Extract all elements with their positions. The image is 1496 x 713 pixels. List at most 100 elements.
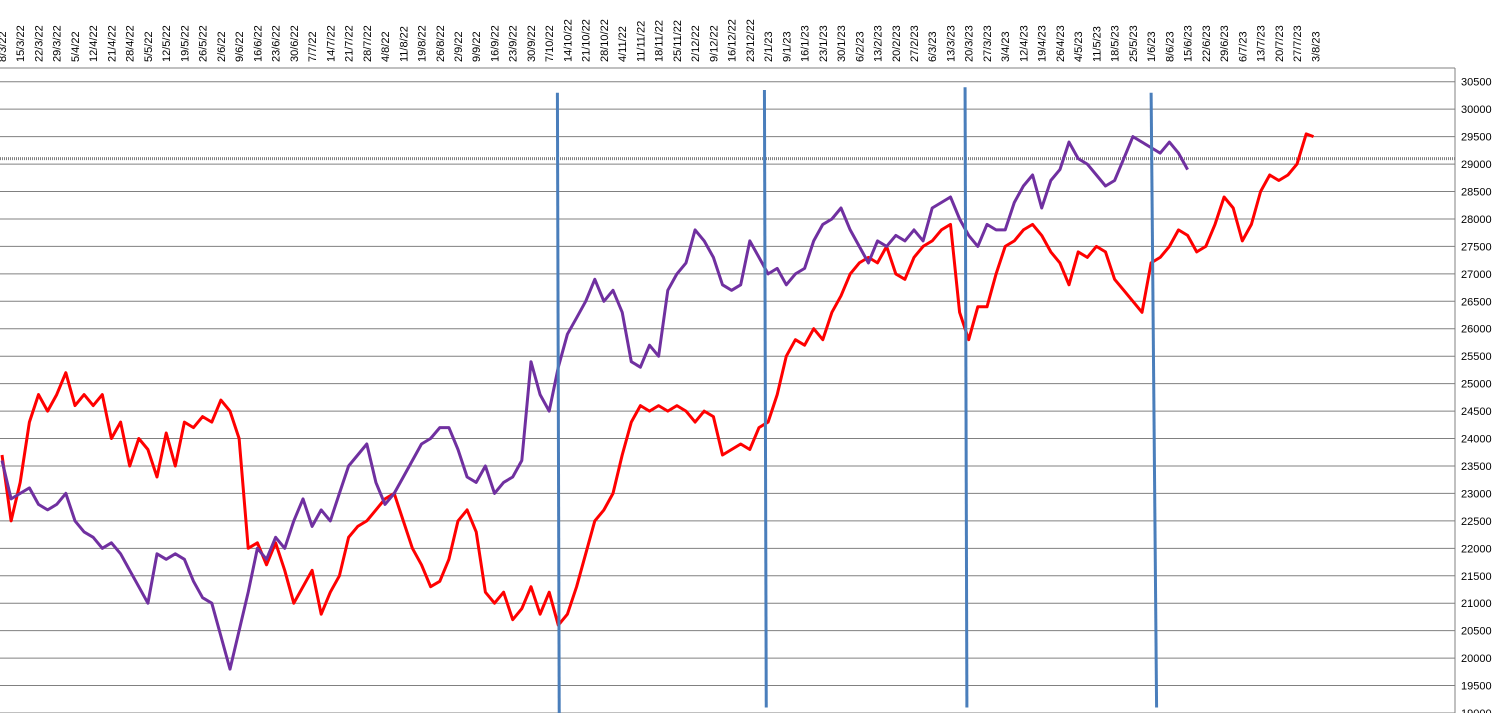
y-tick-label: 19000 (1461, 708, 1492, 713)
x-tick-label: 14/7/22 (325, 25, 337, 62)
y-tick-label: 30500 (1461, 77, 1492, 89)
vertical-marker-line (555, 92, 561, 713)
x-tick-label: 22/6/23 (1201, 25, 1213, 62)
horizontal-gridlines (0, 81, 1455, 713)
x-tick-label: 21/4/22 (106, 25, 118, 62)
y-tick-label: 26000 (1461, 324, 1492, 336)
x-tick-label: 1/6/23 (1146, 31, 1158, 62)
x-tick-label: 20/2/23 (891, 25, 903, 62)
x-tick-label: 2/9/22 (453, 31, 465, 62)
x-tick-label: 21/7/22 (344, 25, 356, 62)
x-tick-label: 14/10/22 (562, 19, 574, 62)
x-tick-label: 23/9/22 (508, 25, 520, 62)
x-tick-label: 9/6/22 (234, 31, 246, 62)
y-tick-label: 22000 (1461, 543, 1492, 555)
x-tick-label: 16/1/23 (800, 25, 812, 62)
x-tick-label: 20/7/23 (1274, 25, 1286, 62)
y-tick-label: 23500 (1461, 461, 1492, 473)
x-tick-label: 16/9/22 (489, 25, 501, 62)
vertical-marker-line (1149, 92, 1159, 708)
x-tick-label: 20/3/23 (964, 25, 976, 62)
x-tick-label: 19/5/22 (179, 25, 191, 62)
x-tick-label: 2/1/23 (763, 31, 775, 62)
x-tick-label: 4/5/23 (1073, 31, 1085, 62)
y-tick-label: 22500 (1461, 516, 1492, 528)
y-tick-label: 24000 (1461, 434, 1492, 446)
x-tick-label: 6/3/23 (927, 31, 939, 62)
x-tick-label: 5/5/22 (143, 31, 155, 62)
y-tick-label: 29000 (1461, 159, 1492, 171)
x-tick-label: 12/4/22 (88, 25, 100, 62)
x-tick-label: 4/11/22 (617, 26, 629, 62)
y-tick-label: 27500 (1461, 241, 1492, 253)
y-tick-label: 28000 (1461, 214, 1492, 226)
x-tick-label: 9/9/22 (471, 31, 483, 62)
y-tick-label: 25000 (1461, 379, 1492, 391)
x-tick-label: 30/6/22 (289, 25, 301, 62)
x-tick-label: 29/6/23 (1219, 25, 1231, 62)
x-tick-label: 13/2/23 (873, 25, 885, 62)
x-tick-label: 19/4/23 (1037, 25, 1049, 62)
x-tick-label: 6/7/23 (1237, 31, 1249, 62)
x-tick-label: 11/8/22 (398, 26, 410, 62)
y-tick-label: 28500 (1461, 187, 1492, 199)
y-tick-label: 24500 (1461, 406, 1492, 418)
x-tick-label: 16/6/22 (252, 25, 264, 62)
x-tick-label: 27/7/23 (1292, 25, 1304, 62)
x-tick-label: 28/10/22 (599, 19, 611, 62)
x-tick-label: 21/10/22 (581, 19, 593, 62)
y-tick-label: 29500 (1461, 132, 1492, 144)
y-tick-label: 20000 (1461, 653, 1492, 665)
x-tick-label: 26/5/22 (198, 25, 210, 62)
x-tick-label: 13/3/23 (945, 25, 957, 62)
x-tick-label: 8/3/22 (0, 31, 9, 62)
x-tick-label: 28/4/22 (125, 25, 137, 62)
x-tick-label: 18/11/22 (654, 20, 666, 62)
x-tick-label: 9/1/23 (781, 31, 793, 62)
y-axis-tick-labels: 19000 19500 20000 20500 21000 21500 22000 22500… (1461, 77, 1492, 713)
x-tick-label: 12/4/23 (1018, 25, 1030, 62)
series-lines (0, 87, 1315, 713)
x-tick-label: 8/6/23 (1164, 31, 1176, 62)
x-tick-label: 19/8/22 (417, 25, 429, 62)
x-tick-label: 11/11/22 (635, 21, 647, 62)
red-series-line (0, 132, 1315, 627)
x-tick-label: 29/3/22 (52, 25, 64, 62)
x-tick-label: 7/10/22 (544, 25, 556, 62)
y-tick-label: 21500 (1461, 571, 1492, 583)
x-tick-label: 2/12/22 (690, 25, 702, 62)
x-tick-label: 23/12/22 (745, 19, 757, 62)
x-tick-label: 25/11/22 (672, 20, 684, 62)
x-tick-label: 18/5/23 (1110, 25, 1122, 62)
x-tick-label: 9/12/22 (708, 25, 720, 62)
x-tick-label: 5/4/22 (70, 31, 82, 62)
y-tick-label: 23000 (1461, 488, 1492, 500)
y-tick-label: 27000 (1461, 269, 1492, 281)
x-tick-label: 15/3/22 (15, 25, 27, 62)
x-tick-label: 22/3/22 (33, 25, 45, 62)
x-tick-label: 28/7/22 (362, 25, 374, 62)
x-tick-label: 4/8/22 (380, 31, 392, 62)
x-tick-label: 27/3/23 (982, 25, 994, 62)
x-tick-label: 3/8/23 (1310, 31, 1322, 62)
y-tick-label: 25500 (1461, 351, 1492, 363)
y-tick-label: 21000 (1461, 598, 1492, 610)
x-tick-label: 23/6/22 (271, 25, 283, 62)
x-tick-label: 30/9/22 (526, 25, 538, 62)
purple-series-line (0, 135, 1189, 671)
y-tick-label: 26500 (1461, 296, 1492, 308)
x-tick-label: 7/7/22 (307, 31, 319, 62)
x-tick-label: 11/5/23 (1091, 26, 1103, 62)
vertical-marker-line (762, 89, 768, 708)
y-tick-label: 19500 (1461, 681, 1492, 693)
x-tick-label: 25/5/23 (1128, 25, 1140, 62)
x-tick-label: 26/4/23 (1055, 25, 1067, 62)
x-tick-label: 2/6/22 (216, 31, 228, 62)
x-tick-label: 12/5/22 (161, 25, 173, 62)
y-tick-label: 30000 (1461, 104, 1492, 116)
x-axis-tick-labels: 8/3/22 15/3/22 22/3/22 29/3/22 5/4/22 12/4/22… (0, 19, 1322, 62)
x-tick-label: 6/2/23 (854, 31, 866, 62)
y-tick-label: 20500 (1461, 626, 1492, 638)
x-tick-label: 27/2/23 (909, 25, 921, 62)
